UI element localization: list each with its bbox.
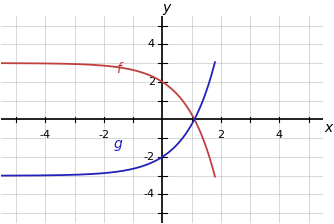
Text: -4: -4 (144, 190, 155, 199)
Text: 4: 4 (148, 39, 155, 49)
Text: 2: 2 (148, 77, 155, 87)
Text: -2: -2 (98, 130, 109, 140)
Text: x: x (325, 121, 333, 135)
Text: -2: -2 (144, 152, 155, 162)
Text: f: f (116, 62, 121, 76)
Text: g: g (114, 137, 123, 151)
Text: -4: -4 (40, 130, 51, 140)
Text: y: y (163, 1, 171, 15)
Text: 4: 4 (276, 130, 283, 140)
Text: 2: 2 (217, 130, 224, 140)
